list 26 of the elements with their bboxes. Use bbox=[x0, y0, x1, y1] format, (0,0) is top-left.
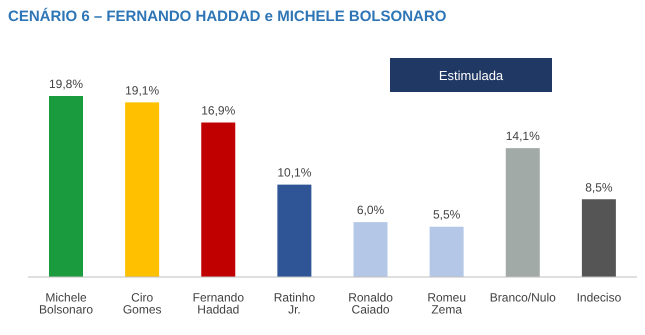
data-label: 16,9% bbox=[201, 104, 236, 118]
bar bbox=[49, 96, 83, 277]
bar bbox=[354, 222, 388, 277]
x-tick-label: Romeu Zema bbox=[427, 290, 466, 317]
data-label: 14,1% bbox=[506, 129, 540, 144]
x-tick-label: Ciro Gomes bbox=[122, 290, 162, 317]
data-label: 6,0% bbox=[356, 203, 384, 218]
bar bbox=[277, 184, 312, 277]
data-label: 8,5% bbox=[585, 180, 613, 194]
x-tick-label: Fernando Haddad bbox=[192, 290, 244, 317]
bar bbox=[430, 226, 464, 277]
text: Estimulada bbox=[390, 58, 552, 92]
chart-title: CENÁRIO 6 – FERNANDO HADDAD e MICHELE BOLSONARO bbox=[8, 8, 446, 25]
bar bbox=[506, 148, 540, 277]
x-tick-label: Indeciso bbox=[576, 290, 622, 305]
data-label: 5,5% bbox=[432, 208, 461, 222]
bar bbox=[125, 102, 160, 277]
x-tick-label: Ratinho Jr. bbox=[274, 290, 316, 317]
x-tick-label: Branco/Nulo bbox=[490, 290, 556, 305]
data-label: 19,1% bbox=[125, 83, 160, 98]
x-tick-label: Michele Bolsonaro bbox=[39, 290, 94, 317]
bar bbox=[201, 122, 236, 277]
data-label: 10,1% bbox=[277, 166, 312, 180]
x-tick-label: Ronaldo Caiado bbox=[348, 290, 394, 317]
data-label: 19,8% bbox=[48, 77, 84, 91]
bar bbox=[582, 199, 616, 277]
